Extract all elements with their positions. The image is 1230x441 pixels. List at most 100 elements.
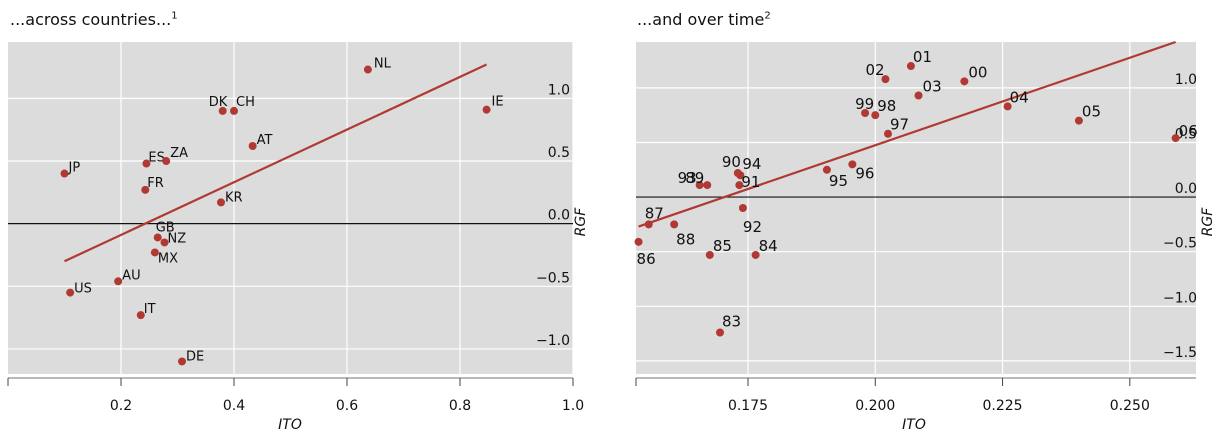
right-point-label: 06: [1179, 122, 1198, 140]
right-data-point: [738, 204, 747, 212]
right-point-label: 04: [1010, 88, 1029, 106]
left-data-point: [141, 185, 150, 194]
left-point-label: IE: [492, 95, 504, 110]
right-data-point: [1171, 134, 1180, 143]
right-point-label: 03: [923, 78, 942, 96]
right-data-point: [716, 328, 724, 337]
right-x-tick-label: 0.200: [855, 398, 895, 414]
left-y-tick-label: 0.5: [548, 145, 570, 161]
right-y-tick-label: −1.0: [1163, 290, 1197, 306]
left-data-point: [230, 106, 238, 115]
left-data-point: [178, 357, 187, 366]
right-point-label: 95: [829, 172, 848, 190]
left-point-label: GB: [156, 220, 175, 235]
right-data-point: [1003, 102, 1012, 111]
right-data-point: [695, 181, 704, 190]
right-point-label: 88: [676, 230, 695, 248]
right-point-label: 99: [855, 95, 874, 113]
right-chart-title-note: 2: [764, 10, 771, 22]
left-point-label: NZ: [168, 231, 187, 246]
left-point-label: ZA: [170, 146, 188, 161]
left-data-point: [66, 288, 75, 297]
left-data-point: [150, 248, 159, 257]
right-data-point: [751, 250, 760, 259]
left-data-point: [162, 157, 171, 166]
left-regression-line: [64, 63, 488, 263]
right-data-point: [906, 62, 915, 71]
right-data-point: [705, 250, 714, 259]
right-y-tick-label: 0.5: [1175, 126, 1197, 142]
left-plot-area: [8, 42, 573, 374]
right-point-label: 93: [678, 169, 697, 187]
left-point-label: NL: [374, 57, 392, 72]
left-data-point: [363, 65, 372, 74]
left-data-point: [248, 141, 257, 150]
left-point-label: ES: [148, 151, 164, 166]
right-data-point: [914, 91, 923, 100]
right-y-tick-label: −0.5: [1163, 236, 1197, 252]
left-data-point: [160, 238, 169, 247]
left-x-tick-label: 0.6: [336, 398, 358, 414]
left-x-tick-label: 0.2: [110, 398, 132, 414]
right-y-tick-label: −1.5: [1163, 345, 1197, 361]
right-y-axis-title: RGF: [1200, 207, 1216, 237]
right-plot-area: [636, 42, 1196, 374]
left-point-label: MX: [158, 251, 178, 266]
right-point-label: 01: [913, 48, 932, 66]
left-x-axis-title: ITO: [278, 417, 302, 433]
left-point-label: FR: [147, 176, 164, 191]
left-point-label: DE: [186, 349, 204, 364]
left-data-point: [142, 159, 151, 168]
right-point-label: 02: [865, 61, 884, 79]
right-point-label: 87: [645, 204, 664, 222]
right-point-label: 89: [685, 169, 704, 187]
left-point-label: CH: [236, 95, 255, 110]
right-point-label: 83: [722, 313, 741, 331]
right-y-tick-label: 0.0: [1175, 181, 1197, 197]
left-y-axis-title: RGF: [573, 207, 589, 237]
left-data-point: [217, 198, 226, 207]
left-y-tick-label: 1.0: [548, 82, 570, 98]
left-chart-title-text: ...across countries...: [10, 10, 172, 29]
right-data-point: [884, 129, 892, 138]
right-point-label: 97: [890, 116, 909, 134]
right-point-label: 86: [637, 250, 656, 268]
right-y-tick-label: 1.0: [1175, 72, 1197, 88]
left-y-tick-label: 0.0: [548, 208, 570, 224]
right-point-label: 94: [742, 155, 761, 173]
right-regression-line: [638, 40, 1176, 228]
right-point-label: 91: [741, 173, 760, 191]
right-x-tick-label: 0.250: [1110, 398, 1150, 414]
right-x-axis-title: ITO: [902, 417, 926, 433]
right-data-point: [960, 77, 969, 86]
left-x-tick-label: 0.8: [449, 398, 471, 414]
left-data-point: [153, 233, 162, 242]
right-x-tick-label: 0.225: [982, 398, 1022, 414]
left-x-tick-label: 1.0: [562, 398, 584, 414]
left-point-label: US: [74, 282, 92, 297]
right-chart-title-text: ...and over time: [637, 10, 765, 29]
right-point-label: 98: [877, 97, 896, 115]
left-data-point: [60, 169, 69, 178]
left-point-label: AU: [122, 268, 140, 283]
left-x-tick-label: 0.4: [223, 398, 245, 414]
left-data-point: [482, 105, 491, 114]
left-point-label: IT: [144, 302, 156, 317]
right-data-point: [634, 237, 643, 246]
left-point-label: JP: [68, 161, 81, 176]
left-point-label: AT: [257, 133, 273, 148]
right-data-point: [670, 220, 679, 229]
right-data-point: [848, 160, 857, 169]
right-point-label: 84: [759, 237, 778, 255]
right-data-point: [1074, 116, 1083, 125]
left-data-point: [136, 311, 145, 320]
right-point-label: 90: [722, 153, 741, 171]
right-x-tick-label: 0.175: [728, 398, 768, 414]
right-point-label: 92: [743, 218, 762, 236]
left-point-label: DK: [209, 95, 228, 110]
right-point-label: 96: [855, 164, 874, 182]
right-data-point: [871, 111, 880, 120]
right-data-point: [703, 181, 712, 190]
right-data-point: [735, 181, 744, 190]
